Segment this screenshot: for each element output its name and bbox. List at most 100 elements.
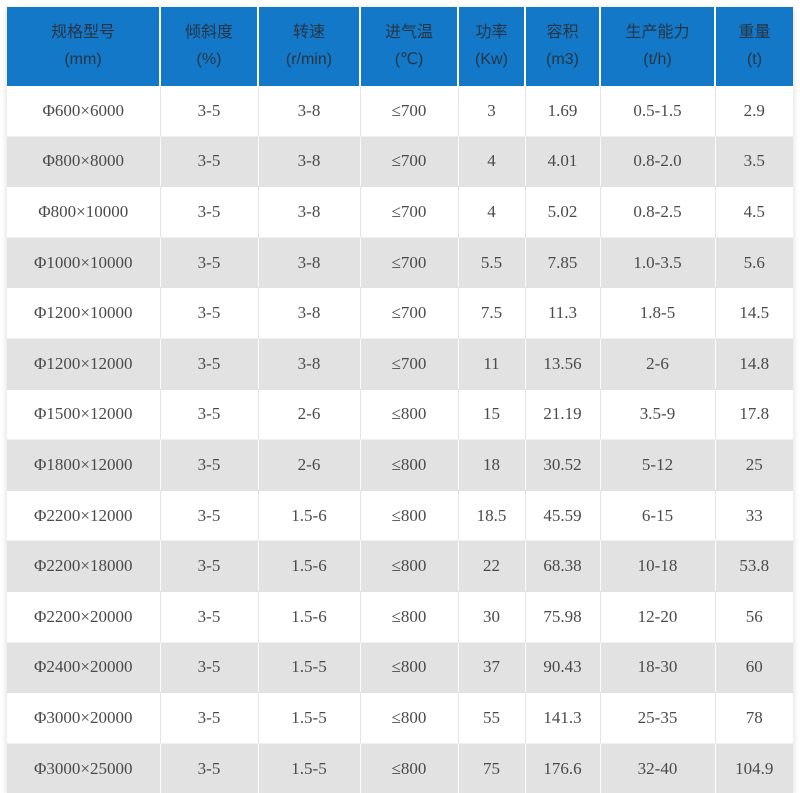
table-cell: 3-5	[160, 439, 259, 491]
table-cell: 53.8	[715, 540, 793, 592]
table-cell: 5.5	[458, 237, 526, 289]
table-cell: 3-8	[258, 338, 361, 390]
table-cell: 4	[458, 186, 526, 238]
table-cell: 14.5	[715, 287, 793, 339]
table-cell: 7.5	[458, 287, 526, 339]
table-cell: Φ2200×18000	[7, 540, 161, 592]
table-cell: 3.5-9	[600, 389, 716, 441]
table-cell: Φ1200×10000	[7, 287, 161, 339]
table-cell: 2-6	[258, 389, 361, 441]
table-row: Φ2200×12000 3-5 1.5-6 ≤800 18.5 45.59 6-15 33	[7, 490, 793, 542]
table-cell: 3-5	[160, 591, 259, 643]
table-cell: 12-20	[600, 591, 716, 643]
column-header: 进气温 (℃)	[359, 7, 458, 86]
table-body: Φ600×6000 3-5 3-8 ≤700 3 1.69 0.5-1.5 2.9 Φ800×8…	[7, 86, 793, 793]
table-cell: Φ2200×20000	[7, 591, 161, 643]
table-row: Φ3000×25000 3-5 1.5-5 ≤800 75 176.6 32-40 104.9	[7, 743, 793, 793]
table-cell: 1.5-5	[258, 692, 361, 744]
table-cell: Φ3000×20000	[7, 692, 161, 744]
table-cell: 5.02	[525, 186, 601, 238]
table-cell: ≤700	[360, 287, 459, 339]
table-header: 规格型号 (mm) 倾斜度 (%) 转速 (r/min) 进气温 (℃) 功率 (Kw) 容积 (m3…	[7, 7, 793, 86]
table-cell: 3-8	[258, 287, 361, 339]
table-cell: Φ1500×12000	[7, 389, 161, 441]
table-cell: Φ2400×20000	[7, 642, 161, 694]
column-title: 进气温	[384, 24, 433, 42]
column-title: 容积	[546, 24, 579, 42]
table-cell: Φ2200×12000	[7, 490, 161, 542]
table-cell: 1.0-3.5	[600, 237, 716, 289]
table-row: Φ1000×10000 3-5 3-8 ≤700 5.5 7.85 1.0-3.5 5.6	[7, 237, 793, 289]
table-cell: 18-30	[600, 642, 716, 694]
column-unit: (℃)	[394, 50, 424, 68]
table-cell: 18	[458, 439, 526, 491]
table-cell: 176.6	[525, 743, 601, 793]
table-cell: 3-5	[160, 287, 259, 339]
table-row: Φ1500×12000 3-5 2-6 ≤800 15 21.19 3.5-9 17.8	[7, 389, 793, 441]
table-cell: 1.5-6	[258, 490, 361, 542]
table-cell: ≤700	[360, 186, 459, 238]
table-cell: 25	[715, 439, 793, 491]
table-cell: 11.3	[525, 287, 601, 339]
table-row: Φ2400×20000 3-5 1.5-5 ≤800 37 90.43 18-30 60	[7, 642, 793, 694]
column-unit: (Kw)	[475, 50, 508, 68]
table-cell: 3-8	[258, 186, 361, 238]
table-cell: 5.6	[715, 237, 793, 289]
table-cell: 0.5-1.5	[600, 86, 716, 137]
table-cell: Φ800×10000	[7, 186, 161, 238]
table-cell: 3-5	[160, 642, 259, 694]
table-cell: Φ1800×12000	[7, 439, 161, 491]
column-header: 生产能力 (t/h)	[599, 7, 715, 86]
table-row: Φ2200×20000 3-5 1.5-6 ≤800 30 75.98 12-20 56	[7, 591, 793, 643]
table-cell: 104.9	[715, 743, 793, 793]
table-cell: 13.56	[525, 338, 601, 390]
table-cell: 4.01	[525, 136, 601, 188]
table-row: Φ2200×18000 3-5 1.5-6 ≤800 22 68.38 10-18 53.8	[7, 540, 793, 592]
column-unit: (t/h)	[643, 50, 672, 68]
table-cell: 3-8	[258, 86, 361, 137]
table-cell: 3-5	[160, 237, 259, 289]
column-unit: (%)	[196, 50, 222, 68]
table-cell: 0.8-2.5	[600, 186, 716, 238]
table-cell: 3-5	[160, 186, 259, 238]
table-cell: 2.9	[715, 86, 793, 137]
table-cell: ≤800	[360, 642, 459, 694]
table-cell: 17.8	[715, 389, 793, 441]
column-unit: (mm)	[64, 50, 102, 68]
table-cell: 56	[715, 591, 793, 643]
table-row: Φ3000×20000 3-5 1.5-5 ≤800 55 141.3 25-35 78	[7, 692, 793, 744]
table-cell: 1.5-5	[258, 743, 361, 793]
table-cell: ≤700	[360, 237, 459, 289]
table-cell: 21.19	[525, 389, 601, 441]
column-title: 生产能力	[625, 24, 690, 42]
table-cell: 3-5	[160, 338, 259, 390]
spec-table: 规格型号 (mm) 倾斜度 (%) 转速 (r/min) 进气温 (℃) 功率 (Kw) 容积 (m3…	[7, 7, 793, 793]
table-cell: ≤800	[360, 389, 459, 441]
table-cell: 7.85	[525, 237, 601, 289]
table-cell: 33	[715, 490, 793, 542]
table-cell: 0.8-2.0	[600, 136, 716, 188]
table-cell: 1.5-6	[258, 540, 361, 592]
table-cell: 60	[715, 642, 793, 694]
column-header: 倾斜度 (%)	[159, 7, 258, 86]
table-cell: 3-5	[160, 86, 259, 137]
table-cell: ≤800	[360, 540, 459, 592]
table-cell: 15	[458, 389, 526, 441]
table-cell: ≤700	[360, 136, 459, 188]
table-row: Φ1800×12000 3-5 2-6 ≤800 18 30.52 5-12 25	[7, 439, 793, 491]
table-cell: ≤700	[360, 86, 459, 137]
column-title: 重量	[738, 24, 771, 42]
table-cell: 5-12	[600, 439, 716, 491]
table-cell: 4	[458, 136, 526, 188]
column-header: 容积 (m3)	[524, 7, 600, 86]
table-cell: 30	[458, 591, 526, 643]
table-cell: 25-35	[600, 692, 716, 744]
table-cell: 37	[458, 642, 526, 694]
table-cell: Φ800×8000	[7, 136, 161, 188]
table-cell: 4.5	[715, 186, 793, 238]
table-cell: 3-8	[258, 237, 361, 289]
table-row: Φ800×8000 3-5 3-8 ≤700 4 4.01 0.8-2.0 3.5	[7, 136, 793, 188]
table-cell: ≤800	[360, 743, 459, 793]
table-cell: 3.5	[715, 136, 793, 188]
table-cell: 1.5-5	[258, 642, 361, 694]
